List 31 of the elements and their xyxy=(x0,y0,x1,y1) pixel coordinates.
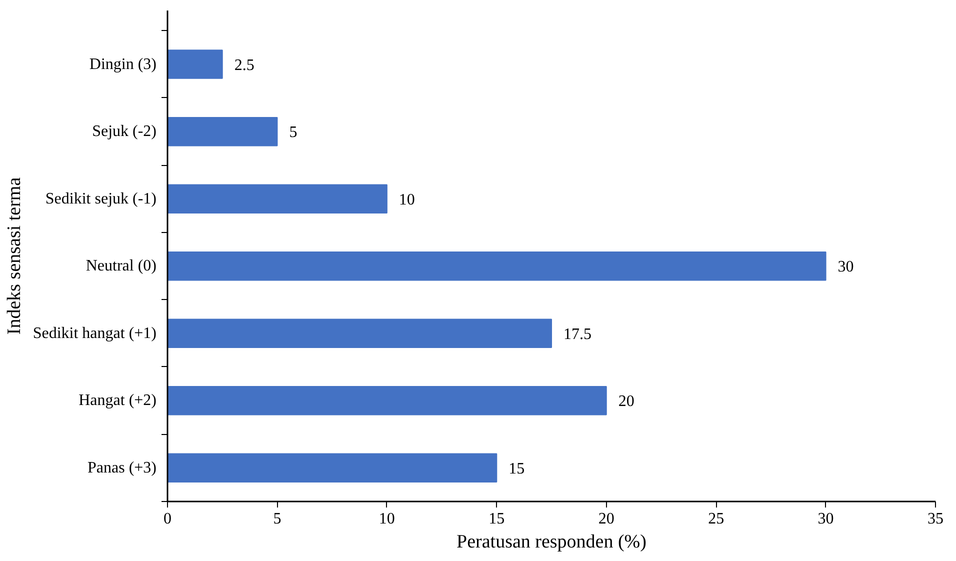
y-tick-label: Dingin (3) xyxy=(89,56,157,73)
x-tick-label: 25 xyxy=(708,510,724,528)
data-label: 10 xyxy=(398,191,415,208)
x-tick-label: 35 xyxy=(928,510,944,528)
y-tick-label: Sejuk (-2) xyxy=(92,123,157,140)
x-tick-label: 30 xyxy=(818,510,834,528)
data-label: 15 xyxy=(508,460,525,478)
x-tick-label: 5 xyxy=(273,510,282,528)
x-tick-label: 20 xyxy=(598,510,614,528)
bar xyxy=(168,251,826,281)
y-tick-label: Sedikit hangat (+1) xyxy=(32,324,157,342)
bar xyxy=(168,184,388,214)
data-label: 17.5 xyxy=(564,326,592,343)
data-label: 5 xyxy=(289,124,298,142)
bar xyxy=(168,318,552,348)
bar xyxy=(168,453,498,482)
x-axis-title: Peratusan responden (%) xyxy=(456,532,646,552)
y-axis-title: Indeks sensasi terma xyxy=(4,176,25,335)
bar xyxy=(168,50,223,79)
x-tick-label: 10 xyxy=(378,510,395,528)
y-tick-label: Neutral (0) xyxy=(86,258,157,275)
x-tick-label: 15 xyxy=(488,510,505,528)
bar xyxy=(168,386,607,416)
x-tick-label: 0 xyxy=(164,510,172,528)
y-tick-label: Panas (+3) xyxy=(87,459,157,476)
y-tick-label: Sedikit sejuk (-1) xyxy=(45,190,156,208)
data-label: 2.5 xyxy=(234,56,254,74)
y-tick-label: Hangat (+2) xyxy=(78,392,157,410)
bar xyxy=(168,116,278,146)
data-label: 20 xyxy=(618,393,634,410)
data-label: 30 xyxy=(838,258,854,276)
